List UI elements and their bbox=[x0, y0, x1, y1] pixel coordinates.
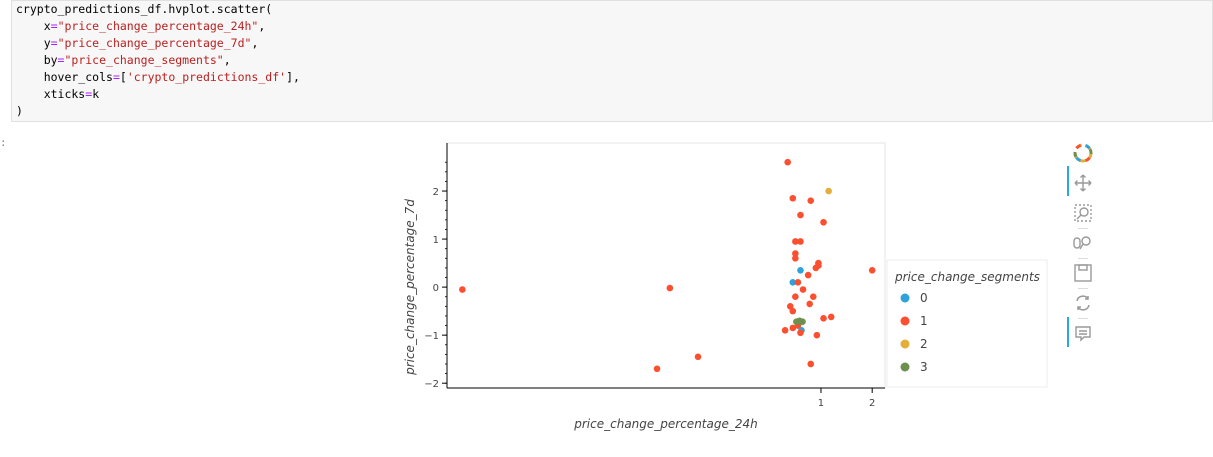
code-line: crypto_predictions_df.hvplot.scatter( bbox=[16, 2, 273, 16]
y-tick-label: −1 bbox=[424, 331, 439, 342]
scatter-point-segment-1[interactable] bbox=[459, 286, 466, 293]
y-tick-label: −2 bbox=[424, 379, 439, 390]
scatter-point-segment-1[interactable] bbox=[789, 324, 797, 332]
scatter-point-segment-1[interactable] bbox=[797, 329, 804, 337]
legend-marker-3 bbox=[900, 362, 910, 372]
scatter-point-segment-1[interactable] bbox=[694, 353, 702, 361]
code-block: crypto_predictions_df.hvplot.scatter( x=… bbox=[12, 1, 1212, 120]
plot-area[interactable] bbox=[446, 142, 886, 389]
output-prompt: : bbox=[0, 136, 7, 149]
scatter-point-segment-1[interactable] bbox=[666, 284, 674, 292]
code-cell[interactable]: crypto_predictions_df.hvplot.scatter( x=… bbox=[11, 0, 1213, 122]
scatter-point-segment-1[interactable] bbox=[797, 211, 804, 219]
scatter-point-segment-1[interactable] bbox=[806, 300, 813, 308]
scatter-point-segment-1[interactable] bbox=[789, 307, 797, 315]
legend[interactable]: price_change_segments 0 1 2 3 bbox=[886, 259, 1048, 388]
legend-marker-0 bbox=[900, 293, 910, 303]
code-line: x="price_change_percentage_24h", bbox=[16, 19, 266, 33]
scatter-point-segment-3[interactable] bbox=[799, 318, 806, 326]
y-tick-label: 2 bbox=[433, 187, 439, 198]
scatter-point-segment-1[interactable] bbox=[792, 250, 799, 257]
y-axis: −2 −1 0 1 2 bbox=[424, 143, 448, 390]
scatter-point-segment-1[interactable] bbox=[653, 365, 661, 373]
scatter-point-segment-1[interactable] bbox=[797, 238, 804, 245]
scatter-point-segment-1[interactable] bbox=[799, 286, 807, 293]
scatter-point-segment-0[interactable] bbox=[797, 267, 804, 274]
save-tool-icon[interactable] bbox=[1072, 262, 1094, 284]
code-line: y="price_change_percentage_7d", bbox=[16, 36, 259, 50]
scatter-point-segment-1[interactable] bbox=[827, 313, 835, 321]
data-points bbox=[459, 158, 876, 373]
y-tick-label: 1 bbox=[433, 235, 439, 246]
box-zoom-tool-icon[interactable] bbox=[1072, 202, 1094, 224]
code-line: ) bbox=[16, 104, 23, 118]
legend-label: 3 bbox=[920, 360, 928, 374]
x-axis-label: price_change_percentage_24h bbox=[573, 417, 757, 431]
legend-label: 0 bbox=[920, 291, 928, 305]
legend-label: 2 bbox=[920, 337, 928, 351]
bokeh-logo-icon[interactable] bbox=[1072, 142, 1094, 164]
hover-tool-icon[interactable] bbox=[1067, 317, 1094, 347]
pan-tool-icon[interactable] bbox=[1067, 166, 1094, 196]
scatter-point-segment-1[interactable] bbox=[807, 360, 815, 368]
reset-tool-icon[interactable] bbox=[1072, 292, 1094, 314]
scatter-point-segment-1[interactable] bbox=[809, 293, 817, 301]
scatter-point-segment-1[interactable] bbox=[789, 194, 797, 202]
code-line: by="price_change_segments", bbox=[16, 53, 231, 67]
code-line: xticks=k bbox=[16, 87, 100, 101]
scatter-point-segment-1[interactable] bbox=[868, 267, 876, 274]
legend-marker-1 bbox=[900, 316, 910, 326]
scatter-point-segment-1[interactable] bbox=[815, 259, 822, 267]
x-tick-label: 2 bbox=[869, 398, 875, 409]
code-line: hover_cols=['crypto_predictions_df'], bbox=[16, 70, 300, 84]
scatter-point-segment-1[interactable] bbox=[794, 279, 802, 286]
y-axis-label: price_change_percentage_7d bbox=[403, 199, 417, 376]
scatter-point-segment-0[interactable] bbox=[789, 279, 797, 286]
legend-title: price_change_segments bbox=[894, 270, 1040, 284]
scatter-point-segment-1[interactable] bbox=[820, 315, 827, 322]
x-tick-label: 1 bbox=[818, 398, 824, 409]
scatter-point-segment-1[interactable] bbox=[807, 197, 815, 204]
scatter-point-segment-1[interactable] bbox=[792, 293, 799, 301]
scatter-point-segment-1[interactable] bbox=[820, 218, 827, 226]
scatter-point-segment-1[interactable] bbox=[781, 327, 789, 334]
legend-label: 1 bbox=[920, 314, 928, 328]
legend-marker-2 bbox=[900, 339, 910, 349]
scatter-point-segment-1[interactable] bbox=[804, 271, 812, 279]
wheel-zoom-tool-icon[interactable] bbox=[1072, 232, 1094, 254]
scatter-point-segment-1[interactable] bbox=[792, 238, 799, 245]
y-tick-label: 0 bbox=[433, 283, 439, 294]
scatter-point-segment-1[interactable] bbox=[792, 254, 799, 262]
scatter-point-segment-2[interactable] bbox=[825, 187, 832, 195]
scatter-point-segment-1[interactable] bbox=[813, 331, 821, 339]
scatter-point-segment-1[interactable] bbox=[784, 158, 791, 166]
plot-toolbar bbox=[1064, 140, 1100, 360]
